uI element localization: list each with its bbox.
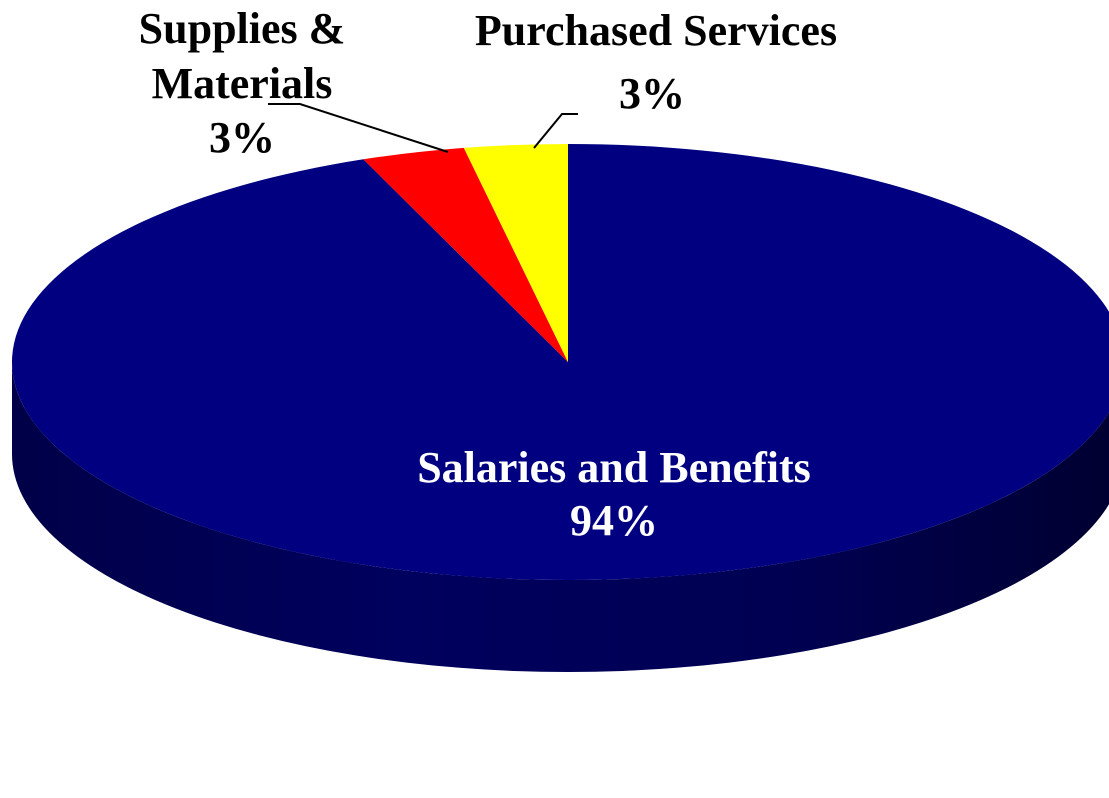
slice-label-salaries: Salaries and Benefits 94% xyxy=(417,443,811,545)
pie-slice-salaries xyxy=(12,144,1109,580)
leader-line-supplies xyxy=(268,103,449,153)
slice-label-supplies-name-line1: Supplies & xyxy=(139,4,346,53)
slice-label-salaries-value: 94% xyxy=(570,496,658,545)
slice-label-supplies-name-line2: Materials xyxy=(152,59,333,108)
pie-side-wall xyxy=(12,362,1109,672)
slice-label-supplies: Supplies & Materials 3% xyxy=(139,4,346,162)
slice-label-purchased: Purchased Services 3% xyxy=(475,6,837,118)
pie-side-salaries xyxy=(12,362,1109,672)
leader-line-purchased xyxy=(533,113,578,149)
leader-lines xyxy=(268,103,578,153)
pie-slices xyxy=(12,143,1109,580)
slice-label-salaries-name: Salaries and Benefits xyxy=(417,443,811,492)
pie-slice-purchased xyxy=(463,143,568,362)
slice-label-purchased-name: Purchased Services xyxy=(475,6,837,55)
slice-label-purchased-value: 3% xyxy=(619,69,685,118)
slice-label-supplies-value: 3% xyxy=(209,113,275,162)
pie-slice-supplies xyxy=(363,147,568,362)
